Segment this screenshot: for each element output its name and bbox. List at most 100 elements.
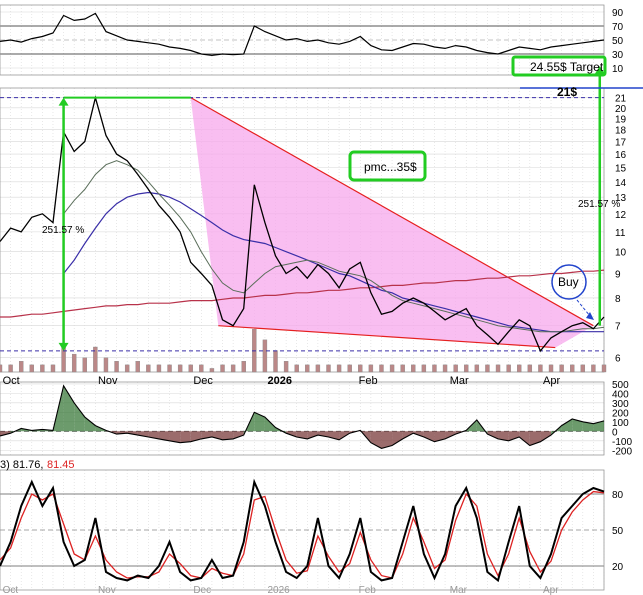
volume-bar bbox=[495, 364, 501, 373]
pmc-box: pmc...35$ bbox=[348, 150, 427, 182]
price-tick-label: 10 bbox=[615, 248, 627, 259]
volume-bar bbox=[283, 361, 289, 373]
price-tick-label: 6 bbox=[615, 354, 621, 365]
volume-bar bbox=[262, 339, 268, 373]
pmc-label: pmc...35$ bbox=[364, 160, 417, 174]
volume-bar bbox=[358, 364, 363, 373]
macd-area-segment bbox=[307, 431, 318, 439]
macd-tick-label: 100 bbox=[612, 418, 629, 429]
volume-bar bbox=[294, 364, 299, 373]
macd-tick-label: 200 bbox=[612, 408, 629, 419]
macd-area-segment bbox=[540, 431, 552, 442]
macd-area-segment bbox=[392, 431, 403, 446]
price-tick-label: 20 bbox=[615, 104, 627, 115]
target-level-label: 21$ bbox=[557, 85, 577, 99]
macd-area-segment bbox=[381, 431, 393, 449]
volume-bar bbox=[432, 364, 437, 373]
volume-bar bbox=[474, 364, 480, 373]
volume-bar bbox=[347, 364, 352, 373]
volume-bar bbox=[220, 364, 225, 373]
macd-area-segment bbox=[222, 431, 234, 440]
stoch-x-label: Oct bbox=[3, 585, 19, 595]
volume-bar bbox=[29, 364, 34, 373]
price-tick-label: 14 bbox=[615, 178, 627, 189]
macd-area-segment bbox=[74, 402, 85, 432]
buy-arrow bbox=[576, 299, 591, 317]
volume-bar bbox=[0, 364, 3, 373]
macd-area-segment bbox=[529, 431, 541, 446]
price-tick-label: 19 bbox=[615, 114, 627, 125]
volume-bar bbox=[336, 364, 342, 373]
macd-tick-label: -100 bbox=[612, 437, 632, 448]
pct-arrow-left-head-down bbox=[58, 342, 69, 351]
volume-bar bbox=[82, 357, 87, 373]
volume-bar bbox=[591, 364, 596, 373]
volume-bar bbox=[548, 364, 554, 373]
macd-area-segment bbox=[233, 431, 244, 439]
price-tick-label: 8 bbox=[615, 294, 621, 305]
volume-bar bbox=[273, 350, 278, 373]
volume-bar bbox=[464, 364, 469, 373]
price-tick-label: 17 bbox=[615, 138, 627, 149]
panel-border bbox=[0, 381, 605, 456]
macd-area-segment bbox=[158, 431, 170, 441]
macd-area-segment bbox=[180, 431, 191, 443]
volume-bar bbox=[326, 364, 331, 373]
volume-bar bbox=[389, 364, 395, 373]
volume-bar bbox=[315, 364, 321, 373]
macd-tick-label: 0 bbox=[612, 427, 618, 438]
volume-bar bbox=[368, 364, 374, 373]
macd-area-segment bbox=[445, 431, 456, 439]
price-tick-label: 21 bbox=[615, 94, 627, 105]
rsi-line bbox=[0, 12, 605, 57]
volume-bar bbox=[114, 361, 119, 373]
volume-bar bbox=[40, 364, 45, 373]
price-x-label: Oct bbox=[3, 375, 20, 387]
volume-bar bbox=[71, 353, 77, 373]
macd-area-segment bbox=[572, 418, 583, 432]
macd-area-segment bbox=[508, 431, 520, 441]
buy-arrow-head bbox=[586, 312, 594, 320]
macd-area-segment bbox=[137, 431, 149, 437]
stoch-header-value: 81.45 bbox=[47, 459, 75, 471]
macd-area-segment bbox=[328, 431, 340, 440]
price-tick-label: 12 bbox=[615, 210, 627, 221]
macd-tick-label: 400 bbox=[612, 389, 629, 400]
tick-labels-layer: 90705030102120191817161514131211109876Oc… bbox=[3, 8, 633, 595]
volume-bar bbox=[93, 346, 98, 373]
macd-tick-label: 300 bbox=[612, 399, 629, 410]
stoch-x-label: Feb bbox=[359, 585, 377, 595]
stoch-x-label: 2026 bbox=[268, 585, 291, 595]
stoch-k-line bbox=[0, 478, 605, 583]
volume-bar bbox=[18, 361, 24, 373]
volume-bar bbox=[156, 364, 162, 373]
stoch-tick-label: 20 bbox=[612, 562, 624, 573]
macd-area-segment bbox=[370, 431, 382, 449]
price-line bbox=[0, 95, 605, 353]
volume-bar bbox=[421, 364, 427, 373]
volume-bar bbox=[305, 364, 310, 373]
volume-bar bbox=[8, 364, 13, 373]
panel-border bbox=[0, 87, 605, 373]
stoch-header-prefix: 3) 81.76, bbox=[0, 459, 43, 471]
price-tick-label: 18 bbox=[615, 126, 627, 137]
volume-bar bbox=[103, 357, 109, 373]
volume-bar bbox=[199, 364, 204, 373]
wedge-area bbox=[190, 97, 594, 348]
macd-tick-label: 500 bbox=[612, 380, 629, 391]
rsi-tick-label: 50 bbox=[612, 36, 624, 47]
annotations-layer bbox=[58, 66, 643, 351]
pct-arrow-left-head-up bbox=[58, 97, 69, 106]
macd-line bbox=[0, 384, 605, 449]
volume-bar bbox=[442, 364, 448, 373]
volume-bar bbox=[50, 364, 56, 373]
price-x-label: Dec bbox=[193, 375, 213, 387]
stoch-x-label: Apr bbox=[543, 585, 559, 595]
stoch-x-label: Nov bbox=[98, 585, 116, 595]
volume-bar bbox=[124, 364, 130, 373]
wedge-upper-line bbox=[190, 97, 594, 327]
stoch-header: 3) 81.76, 81.45 bbox=[0, 459, 75, 471]
price-tick-label: 16 bbox=[615, 150, 627, 161]
volume-bar bbox=[167, 364, 172, 373]
macd-area-segment bbox=[498, 431, 509, 441]
